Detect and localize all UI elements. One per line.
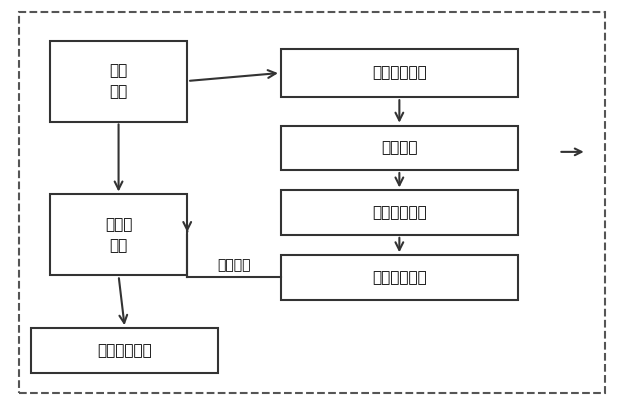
Text: 参数优化算法: 参数优化算法	[372, 270, 427, 285]
Text: 畸变
图像: 畸变 图像	[109, 63, 128, 99]
FancyBboxPatch shape	[281, 49, 518, 97]
Text: 拟合直线算法: 拟合直线算法	[372, 205, 427, 220]
FancyBboxPatch shape	[50, 194, 187, 275]
FancyBboxPatch shape	[50, 40, 187, 122]
Text: 亚像素取边缘: 亚像素取边缘	[372, 65, 427, 81]
Text: 校正模型: 校正模型	[381, 140, 417, 156]
Text: 校正后的图像: 校正后的图像	[97, 343, 152, 358]
FancyBboxPatch shape	[281, 255, 518, 300]
FancyBboxPatch shape	[281, 126, 518, 170]
Text: 反校正
模型: 反校正 模型	[105, 217, 132, 253]
Text: 校正参数: 校正参数	[217, 258, 251, 273]
FancyBboxPatch shape	[281, 190, 518, 235]
FancyBboxPatch shape	[31, 328, 218, 373]
